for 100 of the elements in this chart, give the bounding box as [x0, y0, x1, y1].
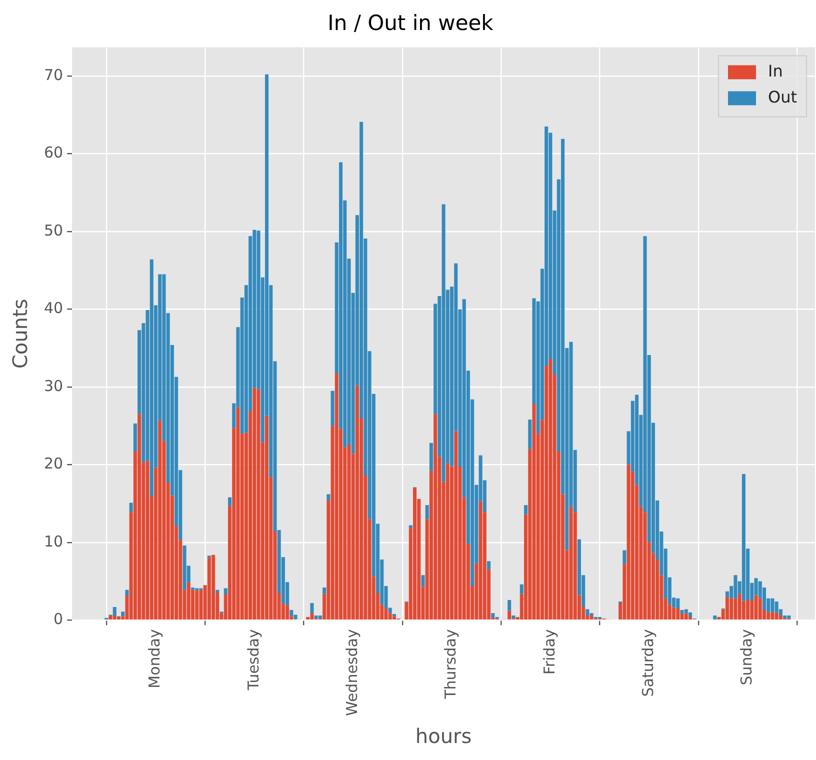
- bar: [680, 610, 684, 614]
- bar: [508, 600, 512, 611]
- bar: [622, 550, 626, 564]
- bar: [512, 615, 516, 619]
- bar: [754, 595, 758, 620]
- bar: [676, 598, 680, 608]
- bar: [770, 598, 774, 612]
- bar: [684, 613, 688, 620]
- bar: [487, 561, 491, 570]
- y-tick-label: 30: [44, 376, 64, 395]
- legend-label: Out: [768, 87, 798, 106]
- x-tick-label: Thursday: [442, 629, 460, 700]
- bar: [672, 608, 676, 620]
- bar: [334, 372, 338, 620]
- bar: [150, 259, 154, 497]
- bar: [310, 613, 314, 620]
- chart-title: In / Out in week: [328, 11, 494, 36]
- bar: [252, 388, 256, 620]
- bar: [318, 615, 322, 619]
- bar: [314, 615, 318, 619]
- bar: [730, 598, 734, 620]
- bar: [392, 614, 396, 616]
- bar: [742, 474, 746, 601]
- x-tick-label: Saturday: [639, 629, 658, 697]
- bar: [310, 603, 314, 614]
- bar: [713, 615, 717, 620]
- bar: [413, 488, 417, 620]
- y-tick-label: 40: [44, 299, 64, 318]
- bar: [421, 575, 425, 587]
- y-tick-label: 50: [44, 221, 64, 240]
- bar: [766, 612, 770, 620]
- y-tick-label: 0: [54, 610, 64, 628]
- x-axis-title: hours: [415, 724, 472, 748]
- y-tick-label: 20: [44, 454, 64, 473]
- bar: [384, 608, 388, 620]
- y-tick-label: 10: [44, 532, 64, 550]
- bar: [746, 600, 750, 620]
- bar: [286, 605, 290, 620]
- bar: [212, 554, 216, 620]
- bar: [121, 612, 125, 616]
- bar: [322, 588, 326, 594]
- bar: [326, 494, 330, 500]
- bar: [108, 615, 112, 620]
- bar: [195, 590, 199, 620]
- x-tick-label: Wednesday: [342, 629, 361, 716]
- bar: [569, 506, 573, 620]
- bar: [758, 598, 762, 620]
- bar: [783, 615, 787, 619]
- bar: [688, 617, 692, 620]
- bar: [129, 502, 133, 512]
- bar: [236, 407, 240, 620]
- y-axis-title: Counts: [8, 298, 32, 369]
- legend-label: In: [768, 61, 783, 80]
- bar: [224, 588, 228, 594]
- bar: [256, 389, 260, 620]
- bar: [738, 594, 742, 620]
- bar: [425, 505, 429, 520]
- x-tick-label: Monday: [146, 629, 164, 688]
- bar: [146, 460, 150, 620]
- x-tick-label: Friday: [540, 629, 558, 675]
- bar: [290, 610, 294, 616]
- bar: [112, 606, 116, 616]
- y-tick-label: 70: [44, 66, 64, 84]
- bar: [306, 617, 310, 620]
- bar: [524, 505, 528, 514]
- bar: [770, 612, 774, 620]
- bar: [434, 414, 438, 620]
- bar: [133, 423, 137, 452]
- bar: [216, 590, 220, 593]
- bar: [750, 600, 754, 620]
- bar: [158, 420, 162, 620]
- bar: [520, 584, 524, 594]
- bar: [116, 617, 121, 620]
- bar: [590, 615, 594, 620]
- bar: [528, 420, 532, 450]
- bar: [774, 612, 778, 620]
- bar: [186, 582, 190, 620]
- bar: [491, 613, 495, 618]
- bar: [787, 615, 791, 619]
- bar: [688, 612, 692, 618]
- bar: [532, 404, 536, 620]
- bar: [207, 557, 211, 620]
- bar: [182, 546, 186, 590]
- bar: [454, 431, 458, 620]
- bar: [774, 602, 778, 612]
- y-tick-label: 60: [44, 144, 64, 162]
- x-tick-label: Sunday: [738, 629, 756, 686]
- bar: [228, 497, 232, 506]
- bar: [548, 358, 552, 620]
- bar: [446, 463, 450, 620]
- bar: [586, 609, 590, 616]
- bar: [264, 416, 269, 620]
- bar: [138, 414, 142, 620]
- bar: [355, 385, 359, 620]
- bar: [626, 464, 630, 620]
- bar: [392, 616, 396, 620]
- bar: [508, 610, 512, 620]
- bar: [478, 501, 482, 620]
- bar: [429, 442, 433, 471]
- bar: [347, 444, 351, 620]
